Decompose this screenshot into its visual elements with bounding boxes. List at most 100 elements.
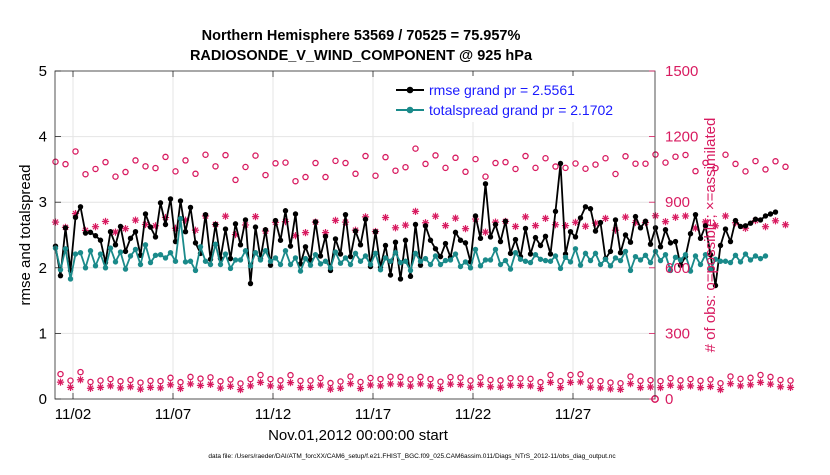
spread-point [422,255,429,262]
rmse-point [162,221,169,228]
asterisk-stroke [702,218,709,225]
asterisk-stroke [582,223,589,230]
rmse-point [722,226,729,232]
spread-point [487,257,494,263]
obs-assimilated-marker [506,381,515,389]
obs-assimilated-marker [616,385,625,393]
rmse-point [542,233,549,240]
asterisk-stroke [252,213,259,220]
asterisk-stroke [597,384,604,391]
spread-point [127,253,134,259]
asterisk-stroke [77,376,84,383]
asterisk-stroke [187,380,194,387]
obs-assimilated-marker [726,380,735,388]
rmse-point [677,262,684,268]
obs-assimilated-marker [461,225,470,233]
obs-possible-marker [297,377,304,385]
asterisk-stroke [317,382,324,388]
obs-assimilated-marker [596,384,605,392]
asterisk-stroke [147,384,154,391]
obs-possible-marker [692,167,699,175]
asterisk-stroke [647,383,654,390]
spread-point [112,259,119,265]
data-file-footer: data file: /Users/raeder/DAI/ATM_forcXX/… [208,453,616,460]
obs-assimilated-marker [91,223,100,231]
asterisk-stroke [417,380,424,387]
spread-point [647,259,654,266]
obs-possible-marker [357,378,364,386]
spread-point [157,251,164,258]
asterisk-stroke [772,217,779,224]
obs-assimilated-marker [136,385,145,393]
obs-possible-marker [242,163,249,171]
obs-possible-marker [707,376,714,383]
rmse-point [452,229,459,236]
spread-point [717,258,724,264]
asterisk-stroke [402,222,409,229]
obs-assimilated-marker [396,380,405,388]
obs-assimilated-marker [386,380,395,388]
obs-assimilated-marker [226,382,235,390]
obs-possible-marker [312,159,319,167]
asterisk-stroke [392,224,399,231]
spread-point [362,253,369,259]
asterisk-stroke [787,384,794,391]
obs-possible-marker [292,177,299,185]
rmse-point [262,227,269,233]
spread-point [447,257,454,263]
obs-assimilated-marker [246,382,255,390]
obs-assimilated-marker [436,384,445,393]
spread-point [307,262,314,268]
spread-point [202,258,209,264]
y-left-tick-label: 2 [39,260,47,277]
spread-point [722,258,729,264]
spread-point [637,257,644,263]
asterisk-stroke [577,378,584,385]
spread-point [427,261,434,268]
rmse-point [422,223,429,229]
rmse-point [587,206,594,212]
rmse-point [342,211,349,218]
rmse-point [482,181,489,187]
obs-possible-marker [442,164,449,172]
rmse-point [312,219,319,225]
spread-point [537,256,544,262]
rmse-point [442,240,449,247]
rmse-point [202,211,209,218]
obs-possible-marker [537,378,544,386]
spread-point [317,261,324,267]
asterisk-stroke [382,214,389,221]
rmse-point [487,234,494,240]
obs-possible-marker [97,377,104,384]
rmse-point [672,238,679,245]
rmse-point [232,221,239,227]
asterisk-stroke [767,381,774,388]
obs-assimilated-marker [356,384,365,393]
rmse-point [607,248,614,255]
obs-possible-marker [622,153,629,160]
spread-point [542,257,549,264]
obs-possible-marker [597,377,604,385]
rmse-point [302,244,309,250]
obs-possible-marker [472,155,479,163]
rmse-point [407,273,414,280]
spread-point [437,261,444,268]
rmse-point [717,242,724,249]
asterisk-stroke [442,222,449,229]
obs-assimilated-marker [401,221,410,229]
spread-point [327,265,334,271]
obs-assimilated-marker [286,379,295,387]
asterisk-stroke [197,382,204,389]
chart-title-line1: Northern Hemisphere 53569 / 70525 = 75.9… [202,28,521,44]
spread-point [122,266,129,272]
spread-point [642,252,649,259]
y-right-tick-label: 300 [665,325,690,342]
spread-point [522,258,529,264]
right-axis-label: # of obs: o=possible; ×=assimilated [702,118,719,353]
rmse-point [637,225,644,231]
asterisk-stroke [302,229,309,236]
obs-assimilated-marker [781,221,790,229]
asterisk-stroke [102,218,109,225]
asterisk-stroke [117,384,124,391]
